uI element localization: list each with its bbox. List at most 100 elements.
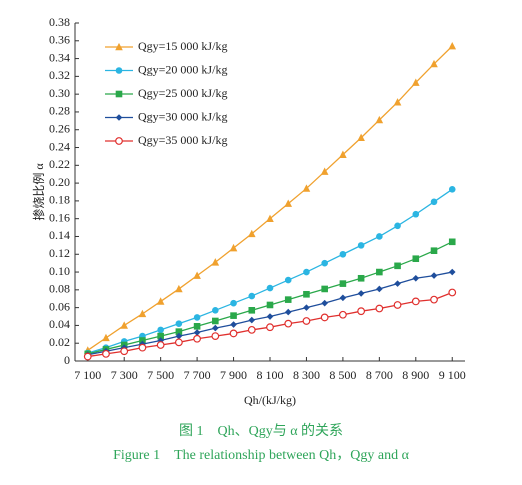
y-tick-label: 0.12 [49,246,70,260]
data-point [211,258,220,266]
data-point [102,333,110,342]
data-point [193,334,202,343]
data-point [266,313,274,320]
y-tick-label: 0.24 [49,139,70,153]
x-tick-label: 7 500 [147,368,174,382]
data-point [357,242,365,249]
y-axis-label: 掺烧比例 α [31,163,46,221]
data-point [212,307,219,314]
data-point [357,307,366,316]
data-point [448,288,457,297]
data-point [339,280,347,287]
data-point [175,328,183,335]
data-point [120,347,129,356]
data-point [411,78,420,86]
data-point [266,323,274,332]
y-tick-label: 0 [64,353,70,367]
y-tick-label: 0.22 [49,157,70,171]
data-point [193,271,201,279]
data-point [248,307,256,314]
x-tick-label: 8 300 [293,368,320,382]
x-tick-label: 8 900 [402,368,429,382]
caption-zh: 图 1 Qh、Qgy与 α 的关系 [179,423,343,439]
y-tick-label: 0.38 [49,15,70,29]
data-point [175,320,183,327]
y-tick-label: 0.16 [49,210,70,224]
data-point [211,332,220,340]
data-point [248,292,256,300]
data-point [412,210,420,218]
data-point [321,259,328,267]
legend-marker [115,42,123,51]
data-point [284,296,292,303]
x-tick-label: 7 700 [184,368,211,382]
data-point [393,98,402,106]
data-point [212,324,219,332]
data-point [376,268,383,276]
data-point [156,297,165,305]
data-point [138,343,147,352]
data-point [394,222,401,230]
y-tick-label: 0.36 [49,33,70,47]
y-tick-label: 0.32 [49,68,70,82]
x-axis-label: Qh/(kJ/kg) [244,393,296,407]
data-point [376,285,383,293]
y-tick-label: 0.04 [49,317,70,331]
data-point [448,186,456,193]
data-point [321,299,328,307]
data-point [339,150,347,158]
y-tick-label: 0.10 [49,264,70,278]
y-tick-label: 0.18 [49,193,70,207]
data-point [174,338,183,347]
x-tick-label: 8 500 [329,368,356,382]
data-point [430,59,438,68]
data-point [120,321,129,329]
data-point [411,297,420,306]
data-point [393,301,402,309]
y-tick-label: 0.28 [49,104,70,118]
data-point [448,42,457,50]
y-tick-label: 0.06 [49,299,70,313]
data-point [193,329,201,336]
data-point [412,255,420,263]
y-tick-label: 0.20 [49,175,70,189]
data-point [212,317,219,325]
data-point [157,332,164,340]
legend-marker [115,90,123,98]
x-tick-label: 7 100 [74,368,101,382]
data-point [302,317,311,325]
y-tick-label: 0.34 [49,50,70,64]
data-point [175,332,183,340]
data-point [430,247,438,255]
data-point [193,314,201,321]
data-point [284,276,292,284]
data-point [266,214,274,222]
data-point [229,243,238,252]
data-point [339,294,347,302]
legend-label: Qgy=25 000 kJ/kg [138,86,227,100]
data-point [339,250,347,258]
data-point [376,233,383,240]
data-point [394,280,401,287]
data-point [430,198,438,206]
data-point [266,284,274,292]
data-point [338,310,347,319]
x-tick-label: 9 100 [439,368,466,382]
y-tick-label: 0.14 [49,228,70,242]
data-point [266,301,274,309]
x-tick-label: 7 300 [111,368,138,382]
data-point [375,115,384,124]
data-point [230,299,237,307]
data-point [284,319,293,328]
y-tick-label: 0.26 [49,121,70,135]
data-point [102,349,110,358]
data-point [375,304,384,313]
data-point [156,341,165,349]
x-tick-label: 7 900 [220,368,247,382]
data-point [193,323,201,330]
legend-label: Qgy=15 000 kJ/kg [138,39,227,53]
x-tick-label: 8 700 [366,368,393,382]
data-point [302,184,311,192]
